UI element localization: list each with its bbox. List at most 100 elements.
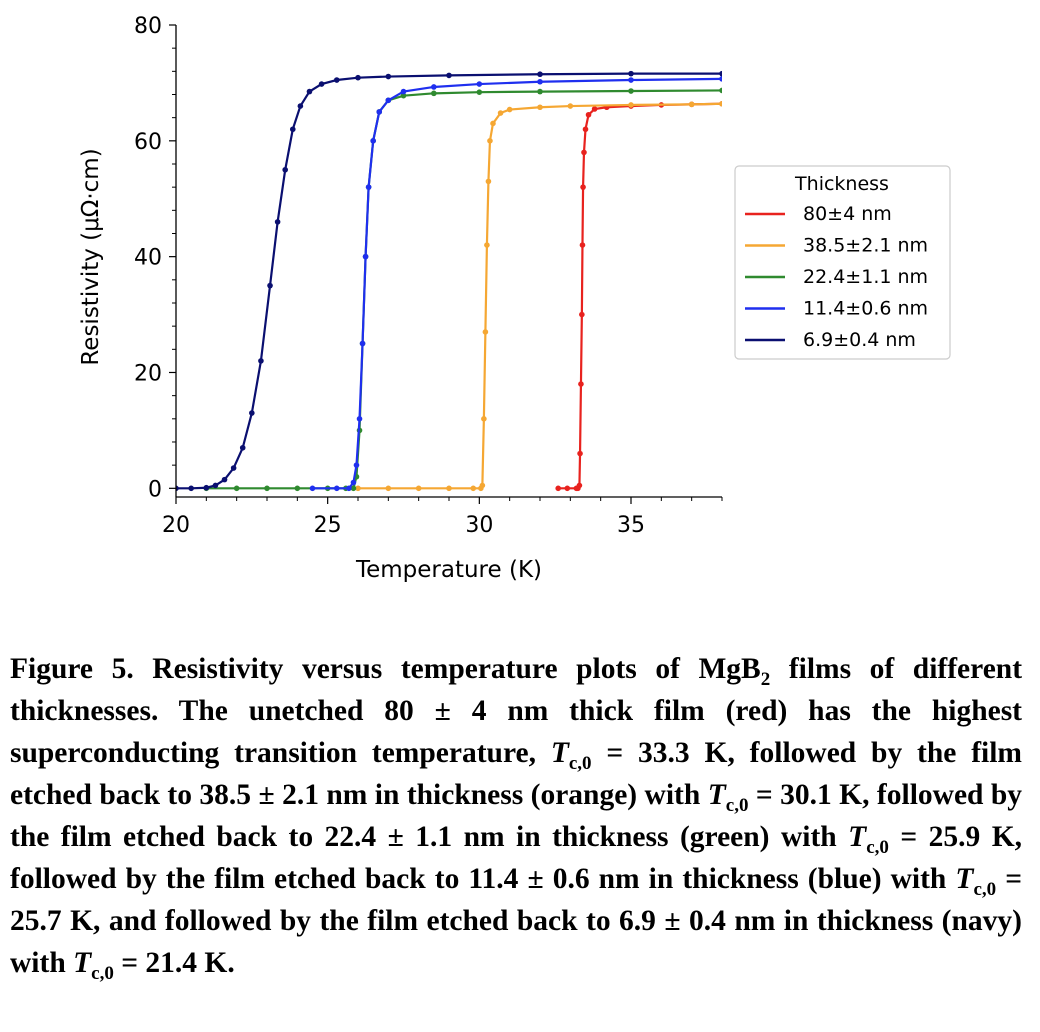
data-point — [203, 484, 210, 491]
data-point — [564, 485, 571, 492]
data-point — [264, 485, 270, 492]
data-point — [628, 77, 634, 83]
figure-label: Figure 5. — [10, 653, 134, 685]
data-point — [487, 138, 493, 144]
y-tick-label: 20 — [134, 361, 162, 386]
y-tick-label: 80 — [134, 14, 162, 39]
figure-caption: Figure 5. Resistivity versus temperature… — [10, 648, 1022, 984]
series-2 — [355, 100, 722, 492]
data-point — [294, 485, 301, 492]
data-point — [385, 485, 392, 492]
tc-subscript: c,0 — [866, 836, 889, 858]
data-point — [537, 71, 543, 78]
tc-subscript: c,0 — [725, 794, 749, 816]
series-4 — [309, 76, 722, 492]
data-point — [484, 242, 490, 248]
data-point — [719, 87, 722, 94]
tc-symbol: T — [73, 947, 92, 979]
series-line — [206, 89, 722, 490]
data-point — [579, 242, 586, 248]
data-point — [376, 109, 383, 115]
caption-text: = 30.1 K, followed by the film etched ba… — [10, 779, 1023, 853]
data-point — [470, 485, 477, 492]
x-tick-label: 25 — [314, 513, 342, 538]
series-1 — [555, 100, 722, 492]
tc-subscript: c,0 — [91, 962, 114, 984]
data-point — [282, 166, 289, 173]
data-point — [481, 416, 487, 422]
data-point — [482, 329, 489, 335]
data-point — [274, 219, 281, 225]
data-point — [362, 253, 369, 260]
data-point — [212, 482, 219, 489]
plot-area — [176, 70, 722, 492]
series-line — [176, 72, 722, 490]
y-axis-label: Resistivity (μΩ·cm) — [78, 148, 104, 365]
legend: Thickness 80±4 nm 38.5±2.1 nm 22.4±1.1 nm 1… — [734, 165, 951, 360]
data-point — [309, 485, 316, 492]
data-point — [537, 78, 543, 85]
legend-label: 38.5±2.1 nm — [803, 235, 928, 257]
caption-text: = 25.9 K, followed by the film etched ba… — [10, 821, 1023, 895]
data-point — [289, 126, 296, 133]
series-3 — [203, 87, 722, 492]
data-point — [355, 74, 361, 81]
data-point — [188, 485, 194, 492]
data-point — [719, 76, 722, 82]
series-5 — [176, 70, 722, 492]
data-point — [479, 482, 486, 489]
y-tick-label: 40 — [134, 246, 162, 271]
x-tick-label: 35 — [617, 513, 645, 538]
data-point — [431, 84, 437, 90]
data-point — [415, 485, 422, 492]
data-point — [576, 482, 583, 489]
data-point — [476, 89, 483, 95]
caption-subscript: 2 — [760, 668, 771, 690]
caption-text: = 21.4 K. — [121, 947, 235, 979]
data-point — [580, 184, 586, 190]
x-tick-label: 30 — [465, 513, 493, 538]
data-point — [350, 485, 357, 492]
caption-text: films of different thicknesses. The unet… — [10, 653, 1023, 769]
legend-label: 22.4±1.1 nm — [803, 266, 928, 288]
data-point — [355, 485, 361, 492]
tc-subscript: c,0 — [973, 878, 997, 900]
data-point — [356, 416, 363, 422]
data-point — [506, 106, 513, 113]
data-point — [582, 126, 589, 133]
data-point — [567, 103, 574, 109]
data-point — [555, 485, 561, 492]
tc-symbol: T — [550, 737, 569, 769]
data-point — [176, 485, 179, 492]
data-point — [249, 410, 255, 416]
data-point — [258, 358, 264, 364]
series-line — [558, 102, 722, 490]
data-point — [628, 102, 634, 108]
data-point — [585, 111, 592, 118]
tc-symbol: T — [707, 779, 726, 811]
x-tick-label: 20 — [162, 513, 190, 538]
caption-text: = 33.3 K, followed by the film etched ba… — [10, 737, 1022, 811]
data-point — [385, 97, 392, 104]
caption-text: = 25.7 K, and followed by the film etche… — [10, 863, 1023, 979]
legend-label: 11.4±0.6 nm — [803, 298, 928, 320]
data-point — [359, 340, 366, 347]
data-point — [719, 100, 722, 107]
data-point — [537, 104, 543, 111]
data-point — [446, 485, 452, 492]
data-point — [537, 88, 543, 95]
y-tick-label: 0 — [148, 477, 162, 502]
data-point — [485, 178, 492, 185]
caption-text: Resistivity versus temperature plots of … — [152, 653, 761, 685]
legend-title: Thickness — [794, 173, 889, 195]
data-point — [431, 90, 437, 97]
y-tick-label: 60 — [134, 130, 162, 155]
data-point — [577, 450, 583, 457]
tc-symbol: T — [955, 863, 974, 895]
data-point — [233, 485, 240, 492]
data-point — [688, 101, 695, 108]
data-point — [333, 485, 340, 492]
data-point — [719, 70, 722, 77]
